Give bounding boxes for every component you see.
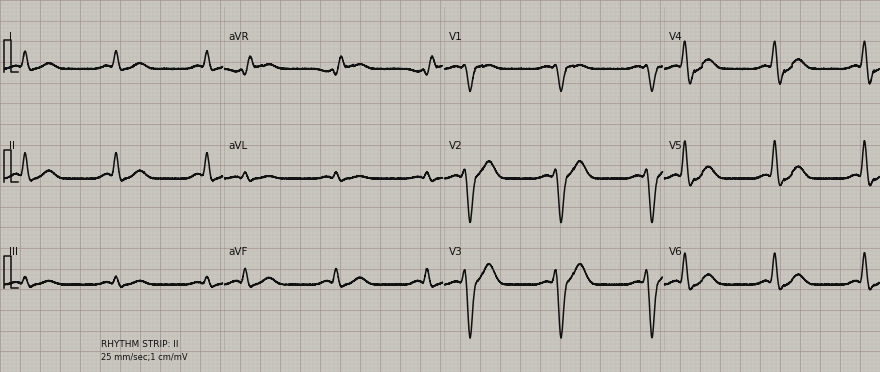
Text: V4: V4: [669, 32, 683, 42]
Text: I: I: [9, 32, 11, 42]
Text: V6: V6: [669, 247, 683, 257]
Text: II: II: [9, 141, 15, 151]
Text: RHYTHM STRIP: II: RHYTHM STRIP: II: [101, 340, 179, 349]
Text: V3: V3: [449, 247, 463, 257]
Text: V2: V2: [449, 141, 463, 151]
Text: III: III: [9, 247, 18, 257]
Text: V1: V1: [449, 32, 463, 42]
Text: V5: V5: [669, 141, 683, 151]
Text: 25 mm/sec;1 cm/mV: 25 mm/sec;1 cm/mV: [101, 353, 187, 362]
Text: aVF: aVF: [229, 247, 248, 257]
Text: aVL: aVL: [229, 141, 248, 151]
Text: aVR: aVR: [229, 32, 249, 42]
